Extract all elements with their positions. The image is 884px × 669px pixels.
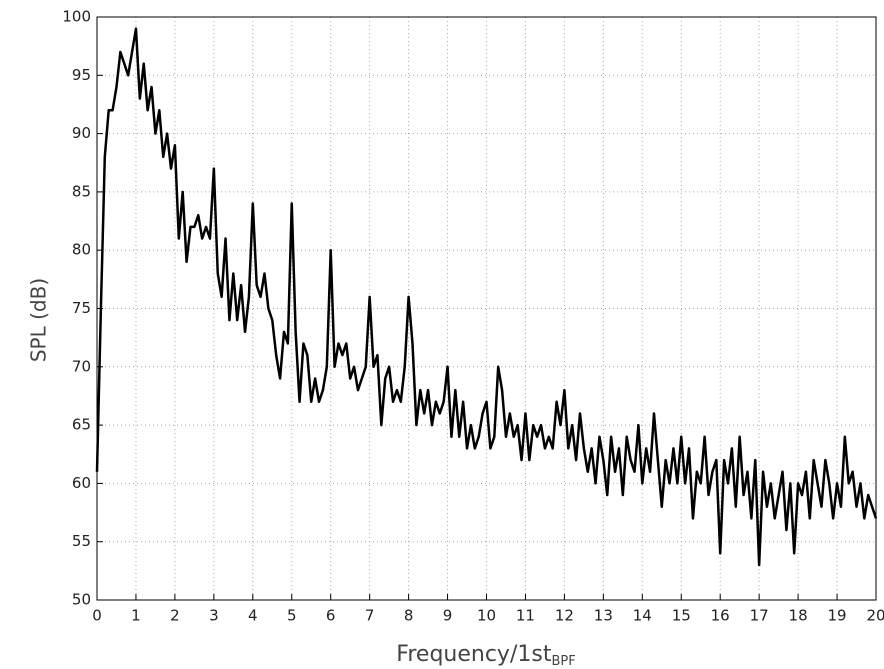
x-tick-label: 17	[750, 607, 769, 625]
y-tick-label: 55	[72, 532, 91, 550]
y-tick-label: 100	[62, 8, 91, 26]
y-tick-label: 80	[72, 241, 91, 259]
x-tick-label: 6	[326, 607, 336, 625]
x-tick-label: 15	[672, 607, 691, 625]
x-tick-label: 7	[365, 607, 375, 625]
x-axis-label: Frequency/1stBPF	[396, 642, 575, 669]
x-tick-label: 11	[516, 607, 535, 625]
x-tick-label: 1	[131, 607, 141, 625]
x-tick-label: 13	[594, 607, 613, 625]
y-tick-label: 90	[72, 124, 91, 142]
x-tick-label: 0	[92, 607, 102, 625]
x-tick-label: 14	[633, 607, 652, 625]
x-tick-label: 3	[209, 607, 219, 625]
y-tick-label: 70	[72, 357, 91, 375]
x-tick-label: 18	[789, 607, 808, 625]
y-tick-label: 85	[72, 182, 91, 200]
y-tick-label: 60	[72, 474, 91, 492]
x-tick-label: 4	[248, 607, 258, 625]
x-tick-label: 2	[170, 607, 180, 625]
y-tick-label: 95	[72, 66, 91, 84]
data-line	[95, 27, 878, 567]
y-tick-label: 50	[72, 591, 91, 609]
x-tick-label: 8	[404, 607, 414, 625]
x-tick-label: 20	[866, 607, 884, 625]
x-axis-label-sub: BPF	[551, 654, 575, 669]
x-tick-label: 10	[477, 607, 496, 625]
x-tick-label: 12	[555, 607, 574, 625]
y-axis-label: SPL (dB)	[27, 278, 51, 362]
x-tick-label: 19	[828, 607, 847, 625]
plot-frame	[96, 16, 877, 601]
x-tick-label: 16	[711, 607, 730, 625]
x-tick-label: 9	[443, 607, 453, 625]
y-tick-label: 75	[72, 299, 91, 317]
x-axis-label-main: Frequency/1st	[396, 642, 552, 667]
y-tick-label: 65	[72, 416, 91, 434]
x-tick-label: 5	[287, 607, 297, 625]
